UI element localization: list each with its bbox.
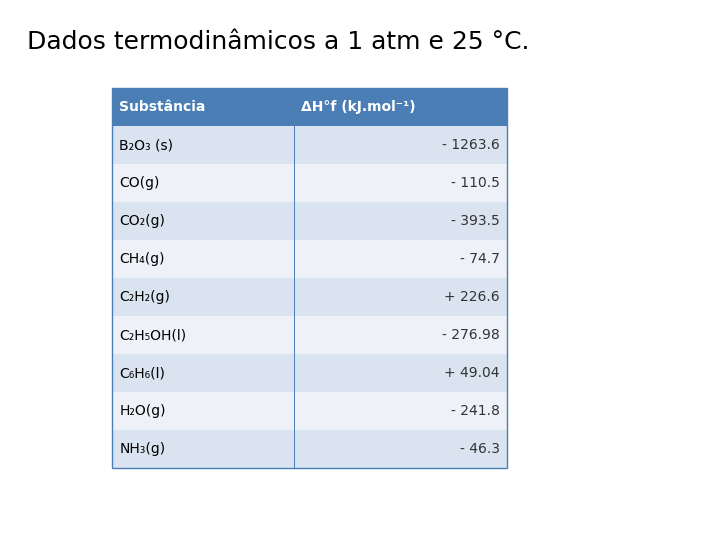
Text: - 74.7: - 74.7	[460, 252, 500, 266]
Text: H₂O(g): H₂O(g)	[120, 404, 166, 418]
Text: ΔH°f (kJ.mol⁻¹): ΔH°f (kJ.mol⁻¹)	[301, 100, 415, 114]
Text: B₂O₃ (s): B₂O₃ (s)	[120, 138, 174, 152]
Text: CH₄(g): CH₄(g)	[120, 252, 165, 266]
Text: C₂H₂(g): C₂H₂(g)	[120, 290, 170, 304]
Text: Dados termodinâmicos a 1 atm e 25 °C.: Dados termodinâmicos a 1 atm e 25 °C.	[27, 30, 530, 53]
Text: - 110.5: - 110.5	[451, 176, 500, 190]
Text: - 46.3: - 46.3	[460, 442, 500, 456]
Text: + 226.6: + 226.6	[444, 290, 500, 304]
Text: - 393.5: - 393.5	[451, 214, 500, 228]
Text: NH₃(g): NH₃(g)	[120, 442, 166, 456]
Text: + 49.04: + 49.04	[444, 366, 500, 380]
Text: CO₂(g): CO₂(g)	[120, 214, 165, 228]
Text: - 1263.6: - 1263.6	[442, 138, 500, 152]
Text: C₂H₅OH(l): C₂H₅OH(l)	[120, 328, 186, 342]
Text: Substância: Substância	[120, 100, 206, 114]
Text: CO(g): CO(g)	[120, 176, 160, 190]
Text: C₆H₆(l): C₆H₆(l)	[120, 366, 165, 380]
Text: - 241.8: - 241.8	[451, 404, 500, 418]
Text: - 276.98: - 276.98	[442, 328, 500, 342]
